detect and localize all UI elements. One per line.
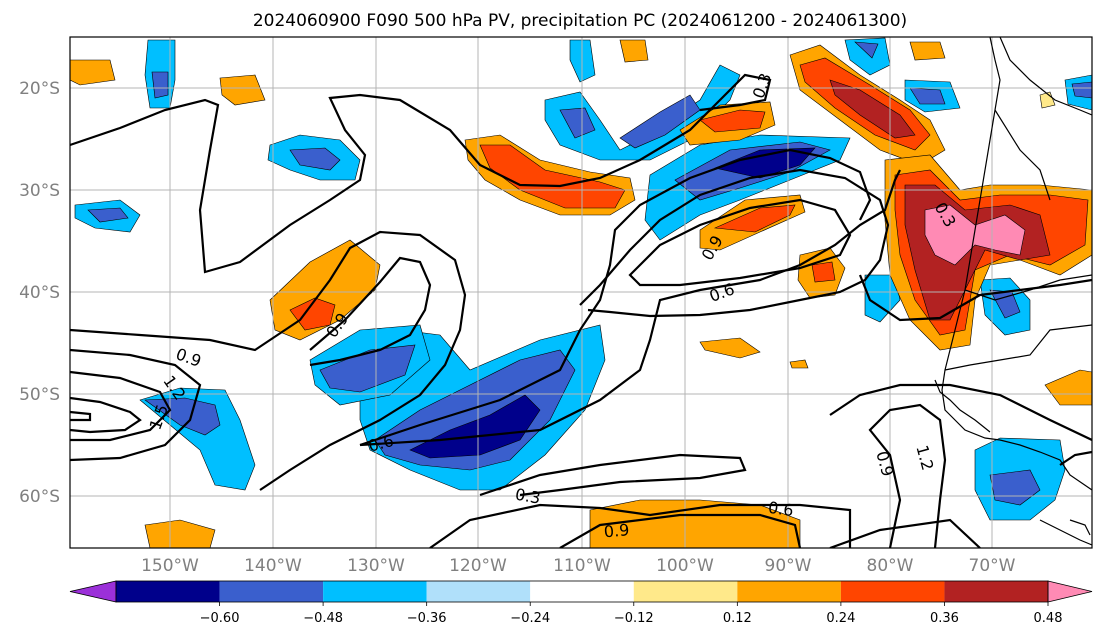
contour-label: 0.9	[603, 520, 630, 541]
colorbar-extend-max	[1047, 580, 1093, 603]
colorbar-tick-label: −0.12	[614, 611, 654, 626]
pos-blob	[70, 59, 116, 86]
pos-blob	[924, 204, 1026, 266]
lon-tick-label: 110°W	[553, 556, 611, 576]
neg-blob	[87, 207, 129, 223]
lon-tick-label: 90°W	[765, 556, 812, 576]
colorbar: −0.60 −0.48 −0.36 −0.24 −0.12 0.12 0.24 0.36 0.4…	[69, 580, 1093, 626]
colorbar-swatch	[116, 581, 220, 602]
lat-tick-label: 20°S	[19, 79, 60, 99]
colorbar-tick-label: 0.36	[930, 611, 959, 626]
contour-label: 0.6	[767, 498, 795, 520]
neg-blob	[559, 107, 596, 139]
colorbar-swatch	[530, 581, 634, 602]
colorbar-tick-label: −0.60	[200, 611, 240, 626]
pos-blob	[909, 41, 946, 61]
colorbar-swatch	[219, 581, 324, 602]
pos-blob	[699, 337, 761, 359]
neg-blob	[844, 37, 891, 76]
colorbar-swatch	[323, 581, 427, 602]
neg-blob	[909, 87, 946, 105]
precip-shading	[70, 37, 1092, 548]
neg-blob	[713, 147, 816, 179]
pos-blob	[699, 109, 766, 133]
lon-tick-label: 130°W	[347, 556, 405, 576]
colorbar-swatch	[840, 581, 945, 602]
pv-contours	[70, 73, 1092, 548]
lat-tick-labels: 20°S 30°S 40°S 50°S 60°S	[19, 79, 60, 507]
pos-blob	[789, 359, 809, 369]
neg-blob	[289, 147, 341, 171]
colorbar-tick-label: 0.48	[1034, 611, 1063, 626]
neg-blob	[409, 394, 541, 459]
neg-blob	[1071, 81, 1092, 99]
contour-label: 0.3	[514, 485, 542, 508]
colorbar-swatch	[944, 581, 1048, 602]
pos-blob	[289, 297, 336, 331]
lon-tick-label: 100°W	[656, 556, 714, 576]
pos-blob	[479, 144, 626, 209]
colorbar-extend-min	[69, 580, 117, 603]
colorbar-tick-label: −0.36	[407, 611, 447, 626]
lon-tick-label: 140°W	[244, 556, 302, 576]
colorbar-tick-label: −0.24	[510, 611, 550, 626]
graticule	[70, 37, 1092, 548]
lat-tick-label: 40°S	[19, 283, 60, 303]
lon-tick-label: 70°W	[969, 556, 1016, 576]
colorbar-tick-label: −0.48	[303, 611, 343, 626]
lon-tick-label: 150°W	[141, 556, 199, 576]
neg-blob	[144, 397, 221, 436]
map-panel: 0.3 0.3 0.6 0.6 0.6 0.9 0.9 0.9 0.9 0.9 …	[70, 37, 1092, 548]
colorbar-frame	[115, 580, 1049, 603]
pos-blob	[144, 519, 216, 548]
pos-blob	[619, 39, 649, 63]
lat-tick-label: 60°S	[19, 487, 60, 507]
lat-tick-label: 50°S	[19, 385, 60, 405]
coastlines	[934, 37, 1092, 546]
neg-blob	[854, 41, 879, 59]
pos-blob	[219, 74, 266, 106]
map-frame	[69, 36, 1093, 549]
pos-blob	[829, 79, 916, 139]
lat-tick-label: 30°S	[19, 181, 60, 201]
colorbar-swatch	[426, 581, 531, 602]
pos-blob	[713, 204, 796, 233]
colorbar-swatch	[633, 581, 738, 602]
neg-blob	[319, 344, 416, 393]
neg-blob	[151, 71, 169, 99]
colorbar-tick-label: 0.12	[723, 611, 752, 626]
colorbar-tick-label: 0.24	[826, 611, 855, 626]
pos-blob	[1044, 369, 1092, 406]
pos-blob	[589, 499, 801, 548]
colorbar-swatch	[737, 581, 841, 602]
pos-blob	[811, 261, 836, 283]
map-title: 2024060900 F090 500 hPa PV, precipitatio…	[253, 11, 907, 31]
lon-tick-labels: 150°W 140°W 130°W 120°W 110°W 100°W 90°W 80°W 70…	[141, 556, 1016, 576]
lon-tick-label: 120°W	[449, 556, 507, 576]
lon-tick-label: 80°W	[867, 556, 914, 576]
